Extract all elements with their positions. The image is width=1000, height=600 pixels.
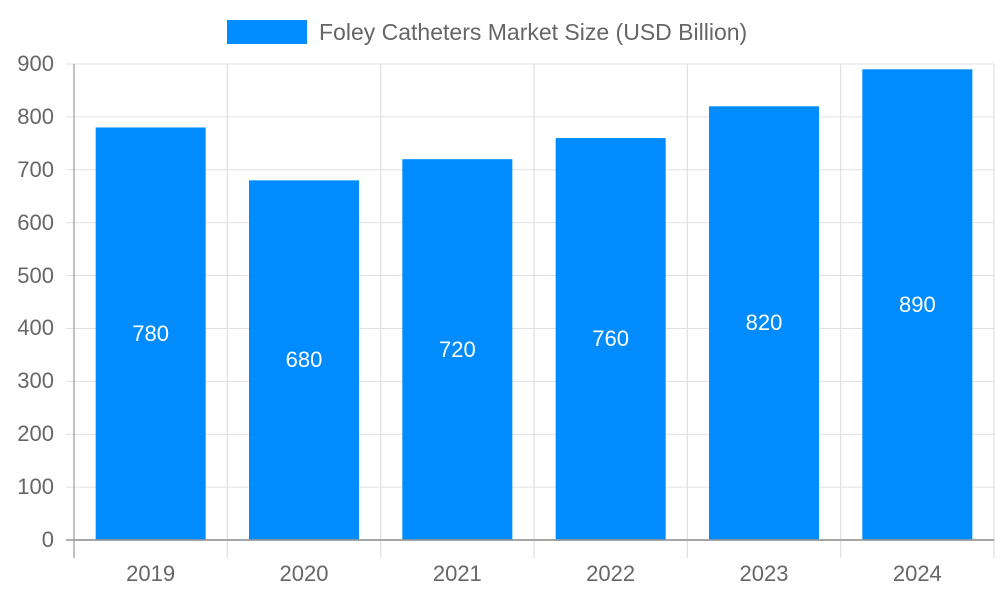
y-tick-label: 400 [17, 315, 54, 341]
bar-value-label: 680 [285, 347, 323, 373]
legend[interactable]: Foley Catheters Market Size (USD Billion… [227, 19, 747, 45]
y-tick-label: 200 [17, 421, 54, 447]
x-tick-label: 2020 [279, 561, 329, 586]
y-tick-label: 300 [17, 368, 54, 394]
legend-label: Foley Catheters Market Size (USD Billion… [319, 18, 748, 45]
y-tick-label: 800 [17, 103, 54, 129]
bar-2020[interactable] [249, 180, 359, 540]
legend-swatch [227, 20, 307, 44]
x-tick-label: 2021 [432, 561, 482, 586]
bar-value-label: 890 [898, 291, 936, 317]
bar-2021[interactable] [402, 159, 513, 540]
bar-2022[interactable] [555, 138, 666, 541]
y-tick-label: 500 [17, 262, 54, 288]
y-tick-label: 700 [17, 156, 54, 182]
bar-value-label: 760 [592, 326, 630, 352]
bar-2024[interactable] [862, 69, 973, 541]
y-tick-label: 600 [17, 209, 54, 235]
bar-2019[interactable] [95, 127, 206, 540]
x-tick-label: 2022 [586, 561, 636, 586]
x-tick-label: 2019 [126, 561, 176, 586]
bar-value-label: 720 [438, 336, 476, 362]
bar-2023[interactable] [709, 106, 819, 541]
x-tick-label: 2024 [892, 561, 942, 586]
y-tick-label: 900 [17, 51, 54, 76]
y-tick-label: 0 [41, 527, 54, 552]
x-tick-label: 2023 [739, 561, 789, 586]
bar-value-label: 780 [132, 320, 170, 346]
bar-value-label: 820 [745, 310, 783, 336]
y-tick-label: 100 [17, 474, 54, 500]
